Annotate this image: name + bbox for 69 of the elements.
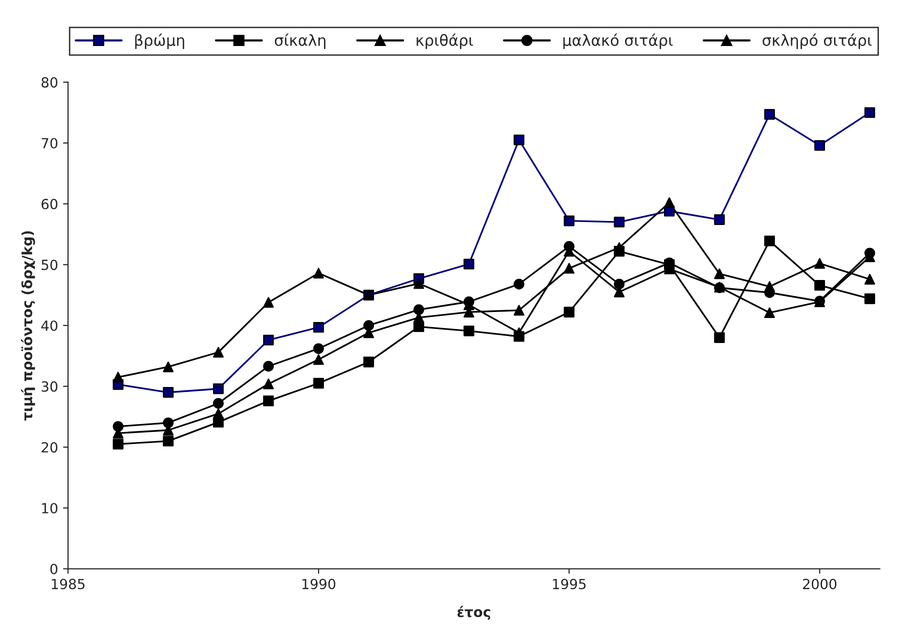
point <box>313 322 324 333</box>
point <box>112 438 124 450</box>
point <box>162 417 174 428</box>
legend-label: σίκαλη <box>274 34 326 49</box>
point <box>614 278 625 290</box>
y-tick-label: 20 <box>42 442 58 453</box>
point <box>714 268 725 280</box>
point <box>714 214 725 225</box>
point <box>213 408 224 420</box>
point <box>263 334 274 346</box>
y-tick-label: 50 <box>42 260 58 270</box>
legend-label: μαλακό σιτάρι <box>563 34 673 49</box>
point <box>564 306 574 318</box>
point <box>564 262 574 274</box>
x-tick-label: 1995 <box>552 578 586 590</box>
point <box>213 398 224 409</box>
point <box>814 280 826 291</box>
point <box>814 258 826 269</box>
y-axis-title: τιμή προϊόντος (δρχ/kg) <box>20 231 36 421</box>
point <box>162 387 174 398</box>
x-tick-label: 1985 <box>52 578 84 590</box>
point <box>864 107 876 118</box>
point <box>313 354 324 365</box>
point <box>714 332 725 343</box>
point <box>162 436 174 446</box>
point <box>664 197 675 208</box>
point <box>112 372 124 383</box>
legend-label: βρώμη <box>135 34 184 49</box>
point <box>413 278 424 289</box>
point <box>313 343 324 354</box>
point <box>514 304 524 316</box>
point <box>263 360 274 372</box>
point <box>313 378 324 389</box>
point <box>564 216 574 226</box>
y-tick-label: 0 <box>50 564 58 574</box>
point <box>814 140 826 151</box>
x-tick-label: 1990 <box>302 578 336 590</box>
point <box>464 258 474 270</box>
point <box>363 356 374 368</box>
point <box>864 293 876 304</box>
y-tick-label: 30 <box>42 381 58 392</box>
point <box>764 307 775 318</box>
point <box>263 396 274 406</box>
point <box>313 268 324 279</box>
x-tick-label: 2000 <box>803 578 836 590</box>
point <box>514 134 524 146</box>
point <box>213 383 224 394</box>
y-tick-label: 80 <box>42 77 58 88</box>
point <box>413 304 424 316</box>
legend-label: κριθάρι <box>416 34 473 49</box>
point <box>514 278 524 290</box>
x-axis-title: έτος <box>457 606 490 620</box>
point <box>764 236 775 246</box>
y-tick-label: 10 <box>42 502 58 514</box>
point <box>363 320 374 331</box>
point <box>213 346 224 358</box>
point <box>614 216 625 228</box>
point <box>514 327 524 338</box>
point <box>263 297 274 308</box>
y-tick-label: 60 <box>42 198 58 210</box>
point <box>864 274 876 285</box>
legend-label: σκληρό σιτάρι <box>762 34 872 49</box>
point <box>112 421 124 432</box>
point <box>464 326 474 336</box>
point <box>764 109 775 120</box>
y-tick-label: 70 <box>42 138 58 148</box>
point <box>263 378 274 390</box>
y-tick-label: 40 <box>41 320 58 331</box>
point <box>162 361 174 372</box>
